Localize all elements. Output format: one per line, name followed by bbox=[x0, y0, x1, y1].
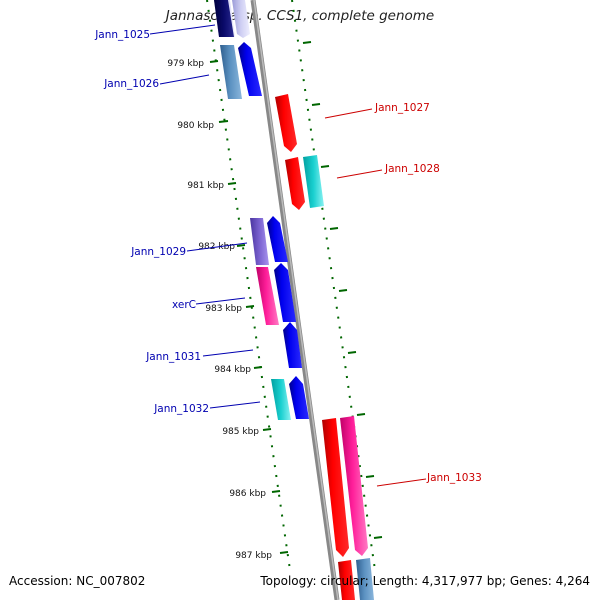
label-leader bbox=[186, 242, 248, 252]
tick-mark bbox=[209, 60, 219, 63]
tick-mark bbox=[227, 182, 237, 185]
gene-arrow[interactable] bbox=[238, 42, 262, 96]
tick-mark bbox=[262, 428, 272, 431]
tick-mark bbox=[302, 41, 312, 44]
topology-text: Topology: circular; Length: 4,317,977 bp… bbox=[260, 574, 590, 588]
gene-block[interactable] bbox=[303, 155, 324, 208]
tick-mark bbox=[338, 289, 348, 292]
tick-mark bbox=[365, 475, 375, 478]
gene-block[interactable] bbox=[271, 379, 291, 420]
gene-arrow[interactable] bbox=[283, 322, 302, 368]
gene-block[interactable] bbox=[214, 0, 234, 37]
gene-label[interactable]: Jann_1027 bbox=[374, 102, 430, 114]
tick-mark bbox=[271, 490, 281, 493]
accession-text: Accession: NC_007802 bbox=[9, 574, 146, 588]
gene-label[interactable]: Jann_1029 bbox=[130, 246, 186, 258]
gene-label[interactable]: Jann_1028 bbox=[384, 163, 440, 175]
gene-block[interactable] bbox=[356, 558, 374, 600]
label-leader bbox=[209, 401, 261, 409]
tick-label: 979 kbp bbox=[167, 59, 204, 69]
tick-mark bbox=[279, 551, 289, 554]
label-leader bbox=[376, 478, 427, 487]
gene-arrow[interactable] bbox=[275, 94, 297, 152]
label-leader bbox=[159, 74, 210, 85]
label-leader bbox=[336, 169, 383, 179]
tick-mark bbox=[329, 227, 339, 230]
genome-backbone bbox=[250, 0, 340, 600]
tick-label: 986 kbp bbox=[229, 489, 266, 499]
right-tick-track bbox=[291, 0, 376, 571]
gene-label[interactable]: xerC bbox=[172, 299, 196, 311]
gene-label[interactable]: Jann_1033 bbox=[426, 472, 482, 484]
gene-arrow[interactable] bbox=[285, 157, 305, 210]
gene-arrow[interactable] bbox=[267, 216, 288, 262]
gene-label[interactable]: Jann_1025 bbox=[94, 29, 150, 41]
tick-mark bbox=[253, 366, 263, 369]
tick-mark bbox=[320, 165, 330, 168]
gene-block[interactable] bbox=[256, 267, 279, 325]
backbone-highlight bbox=[253, 0, 339, 600]
label-leader bbox=[149, 24, 216, 35]
label-leader bbox=[324, 108, 373, 119]
tick-label: 984 kbp bbox=[214, 365, 251, 375]
gene-arrow[interactable] bbox=[322, 418, 349, 557]
gene-arrow[interactable] bbox=[274, 263, 296, 322]
tick-label: 985 kbp bbox=[222, 427, 259, 437]
left-tick-track bbox=[206, 0, 291, 571]
gene-block[interactable] bbox=[338, 560, 355, 600]
tick-mark bbox=[245, 305, 255, 308]
gene-block[interactable] bbox=[220, 45, 242, 99]
gene-arrow[interactable] bbox=[340, 416, 368, 556]
gene-block[interactable] bbox=[250, 218, 269, 265]
tick-label: 980 kbp bbox=[177, 121, 214, 131]
forward-strand-genes bbox=[275, 94, 374, 600]
tick-label: 987 kbp bbox=[235, 551, 272, 561]
label-leader bbox=[202, 349, 254, 357]
label-leader bbox=[195, 297, 246, 305]
tick-mark bbox=[311, 103, 321, 106]
tick-mark bbox=[236, 244, 246, 247]
tick-mark bbox=[347, 351, 357, 354]
tick-mark bbox=[373, 536, 383, 539]
gene-label[interactable]: Jann_1032 bbox=[153, 403, 209, 415]
tick-label: 981 kbp bbox=[187, 181, 224, 191]
tick-mark bbox=[218, 120, 229, 123]
reverse-strand-genes bbox=[214, 0, 309, 420]
gene-label[interactable]: Jann_1026 bbox=[103, 78, 159, 90]
tick-label: 983 kbp bbox=[205, 304, 242, 314]
gene-arrow[interactable] bbox=[232, 0, 250, 38]
tick-mark bbox=[356, 413, 366, 416]
gene-label[interactable]: Jann_1031 bbox=[145, 351, 201, 363]
map-title: Jannaschia sp. CCS1, complete genome bbox=[165, 8, 435, 24]
gene-arrow[interactable] bbox=[289, 376, 309, 419]
